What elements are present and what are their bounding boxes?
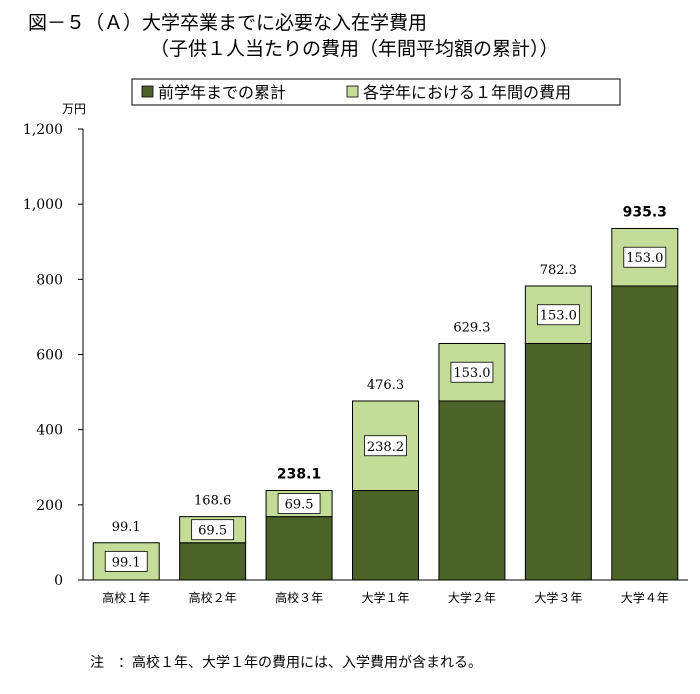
x-tick-label: 高校２年 xyxy=(189,590,237,605)
bar-cumulative xyxy=(611,285,679,581)
legend: 前学年までの累計 各学年における１年間の費用 xyxy=(131,78,621,106)
bar-cumulative xyxy=(179,542,247,581)
chart-subtitle: （子供１人当たりの費用（年間平均額の累計）） xyxy=(150,38,559,60)
y-tick-label: 800 xyxy=(36,272,63,288)
y-tick-label: 1,000 xyxy=(23,197,63,213)
annual-value-label: 69.5 xyxy=(285,498,314,513)
x-tick-label: 大学２年 xyxy=(448,590,496,605)
annual-value-label: 153.0 xyxy=(453,366,490,381)
annual-value-box xyxy=(104,550,148,572)
annual-value-box xyxy=(191,519,235,541)
total-value-label: 935.3 xyxy=(623,204,667,220)
total-value-label: 168.6 xyxy=(194,494,231,509)
x-tick-label: 大学１年 xyxy=(361,590,409,605)
total-value-label: 629.3 xyxy=(453,320,490,335)
annual-value-label: 238.2 xyxy=(367,440,404,455)
y-tick-label: 600 xyxy=(36,348,63,364)
x-tick-label: 大学３年 xyxy=(534,590,582,605)
total-value-label: 782.3 xyxy=(540,263,577,278)
total-value-label: 476.3 xyxy=(367,378,404,393)
bar-cumulative xyxy=(352,490,419,581)
total-value-label: 238.1 xyxy=(277,467,321,483)
total-value-label: 99.1 xyxy=(112,520,141,535)
legend-label-cumulative: 前学年までの累計 xyxy=(158,83,286,102)
y-tick-label: 400 xyxy=(36,423,63,439)
annual-value-label: 153.0 xyxy=(540,309,577,324)
y-tick-label: 0 xyxy=(54,573,63,589)
x-tick-label: 高校１年 xyxy=(102,590,150,605)
annual-value-label: 153.0 xyxy=(626,251,663,266)
x-tick-label: 高校３年 xyxy=(275,590,323,605)
annual-value-box xyxy=(364,435,407,457)
annual-value-box xyxy=(623,246,667,268)
y-axis-unit: 万円 xyxy=(62,102,86,116)
annual-value-label: 69.5 xyxy=(198,524,227,539)
y-tick-label: 200 xyxy=(36,498,63,514)
legend-label-annual: 各学年における１年間の費用 xyxy=(363,83,571,102)
footnote: 注 ：高校１年、大学１年の費用には、入学費用が含まれる。 xyxy=(90,655,482,671)
annual-value-box xyxy=(277,493,321,514)
legend-box xyxy=(131,78,621,106)
legend-swatch-annual xyxy=(346,85,359,98)
annual-value-box xyxy=(450,361,494,383)
bar-cumulative xyxy=(524,342,592,581)
x-tick-label: 大学４年 xyxy=(621,590,669,605)
chart-title: 図－５（Ａ）大学卒業までに必要な入在学費用 xyxy=(28,12,428,34)
annual-value-label: 99.1 xyxy=(112,555,141,570)
bar-cumulative xyxy=(265,516,333,581)
legend-swatch-cumulative xyxy=(141,85,154,98)
bar-annual xyxy=(611,227,679,287)
y-tick-label: 1,200 xyxy=(23,122,63,138)
annual-value-box xyxy=(536,304,580,326)
bar-cumulative xyxy=(438,400,506,581)
